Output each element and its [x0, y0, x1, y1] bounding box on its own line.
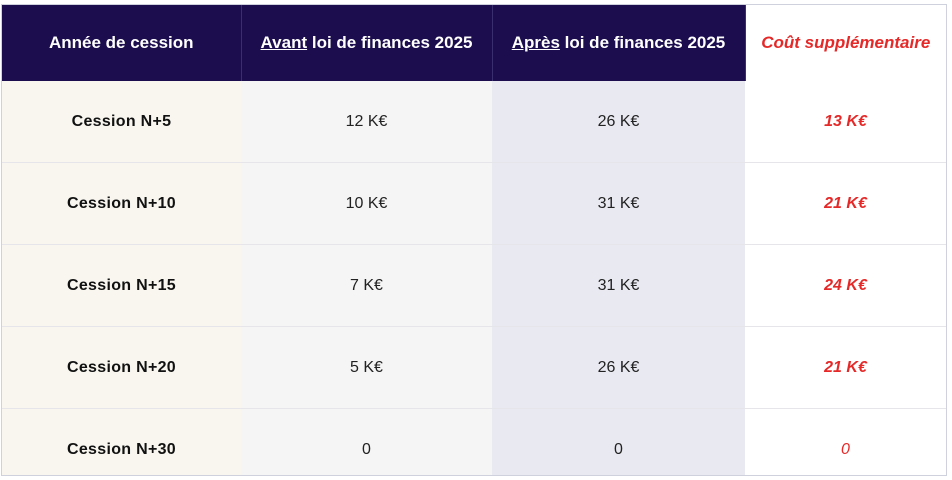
row-after: 26 K€ [492, 81, 745, 163]
row-cost: 21 K€ [745, 162, 946, 245]
table-row: Cession N+10 10 K€ 31 K€ 21 K€ [2, 162, 946, 245]
row-after: 31 K€ [492, 244, 745, 327]
header-before: Avant loi de finances 2025 [241, 5, 493, 81]
header-before-rest: loi de finances 2025 [307, 33, 473, 52]
row-year: Cession N+15 [2, 244, 241, 327]
row-cost: 13 K€ [745, 81, 946, 163]
table-row: Cession N+5 12 K€ 26 K€ 13 K€ [2, 81, 946, 163]
row-after: 0 [492, 408, 745, 475]
header-after-rest: loi de finances 2025 [559, 33, 726, 52]
table-header-row: Année de cession Avant loi de finances 2… [2, 5, 946, 81]
row-before: 10 K€ [241, 162, 492, 245]
row-cost: 21 K€ [745, 326, 946, 409]
table-row: Cession N+20 5 K€ 26 K€ 21 K€ [2, 326, 946, 409]
row-after: 26 K€ [492, 326, 745, 409]
table-row: Cession N+30 0 0 0 [2, 408, 946, 475]
row-before: 12 K€ [241, 81, 492, 163]
row-year: Cession N+30 [2, 408, 241, 475]
row-year: Cession N+5 [2, 81, 241, 163]
row-before: 5 K€ [241, 326, 492, 409]
cession-cost-table: Année de cession Avant loi de finances 2… [2, 5, 946, 475]
header-year: Année de cession [2, 5, 242, 81]
row-before: 0 [241, 408, 492, 475]
row-cost: 24 K€ [745, 244, 946, 327]
table-row: Cession N+15 7 K€ 31 K€ 24 K€ [2, 244, 946, 327]
row-before: 7 K€ [241, 244, 492, 327]
row-after: 31 K€ [492, 162, 745, 245]
header-after-prefix: Après [511, 33, 560, 52]
header-after: Après loi de finances 2025 [492, 5, 746, 81]
header-extra-cost: Coût supplémentaire [745, 5, 946, 81]
row-year: Cession N+20 [2, 326, 241, 409]
row-cost: 0 [745, 408, 946, 475]
row-year: Cession N+10 [2, 162, 241, 245]
header-before-prefix: Avant [260, 33, 308, 52]
cession-cost-table-container: Année de cession Avant loi de finances 2… [1, 4, 947, 476]
